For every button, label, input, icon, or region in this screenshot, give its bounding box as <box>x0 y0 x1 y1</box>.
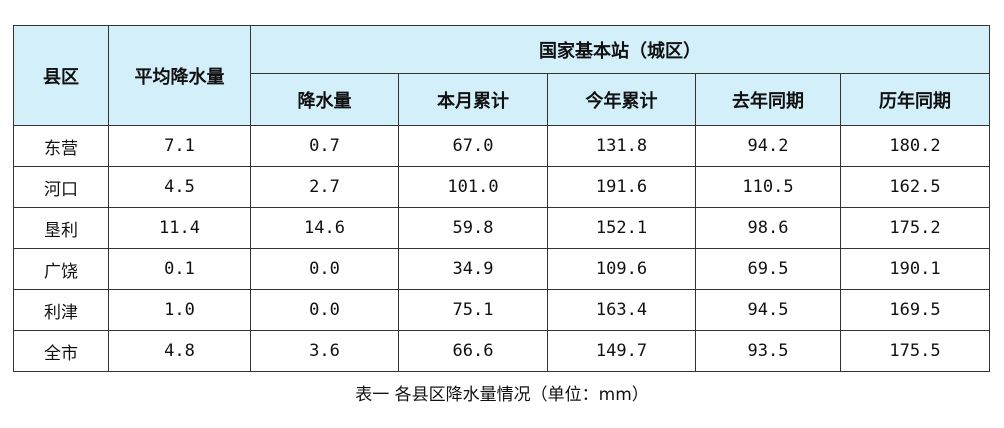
header-cell: 去年同期 <box>695 73 841 126</box>
header-row: 县区 平均降水量 国家基本站（城区） <box>13 25 991 126</box>
table-cell: 14.6 <box>250 207 399 249</box>
table-cell: 0.0 <box>250 289 399 331</box>
table-cell: 69.5 <box>695 248 841 290</box>
table-row: 垦利 11.4 14.6 59.8 152.1 98.6 175.2 <box>13 207 991 249</box>
table-body: 东营 7.1 0.7 67.0 131.8 94.2 180.2 河口 4.5 2.7 101.0 1… <box>13 125 991 372</box>
table-cell: 67.0 <box>398 125 548 167</box>
table-cell: 191.6 <box>547 166 696 208</box>
table-cell: 利津 <box>13 289 109 331</box>
table-cell: 全市 <box>13 330 109 372</box>
table-row: 全市 4.8 3.6 66.6 149.7 93.5 175.5 <box>13 330 991 372</box>
table-cell: 66.6 <box>398 330 548 372</box>
header-cell: 平均降水量 <box>108 25 251 126</box>
header-cell: 历年同期 <box>839 73 991 126</box>
table-cell: 175.2 <box>839 207 991 249</box>
table-cell: 180.2 <box>839 125 991 167</box>
table-cell: 131.8 <box>547 125 696 167</box>
table-cell: 河口 <box>13 166 109 208</box>
header-cell: 国家基本站（城区） <box>249 25 991 74</box>
table-cell: 175.5 <box>839 330 991 372</box>
table-cell: 152.1 <box>547 207 696 249</box>
table-cell: 163.4 <box>547 289 696 331</box>
table-cell: 广饶 <box>13 248 109 290</box>
table-cell: 169.5 <box>839 289 991 331</box>
table-cell: 59.8 <box>398 207 548 249</box>
table-cell: 34.9 <box>398 248 548 290</box>
table-header: 县区 平均降水量 国家基本站（城区） 降水量 本月累计 今年累计 去年同期 历年同期 <box>13 25 991 126</box>
table-cell: 垦利 <box>13 207 109 249</box>
table-cell: 2.7 <box>250 166 399 208</box>
table-cell: 94.5 <box>695 289 841 331</box>
table-row: 利津 1.0 0.0 75.1 163.4 94.5 169.5 <box>13 289 991 331</box>
table-row: 广饶 0.1 0.0 34.9 109.6 69.5 190.1 <box>13 248 991 290</box>
header-cell: 本月累计 <box>398 73 548 126</box>
table-cell: 0.1 <box>108 248 251 290</box>
table-caption: 表一 各县区降水量情况（单位：mm） <box>355 385 649 405</box>
table-cell: 4.8 <box>108 330 251 372</box>
rainfall-table: 县区 平均降水量 国家基本站（城区） 降水量 本月累计 今年累计 去年同期 历年同期 东… <box>13 25 991 372</box>
table-row: 河口 4.5 2.7 101.0 191.6 110.5 162.5 <box>13 166 991 208</box>
table-cell: 98.6 <box>695 207 841 249</box>
table-cell: 7.1 <box>108 125 251 167</box>
header-cell: 今年累计 <box>547 73 696 126</box>
header-cell: 县区 <box>13 25 109 126</box>
table-cell: 1.0 <box>108 289 251 331</box>
table-cell: 93.5 <box>695 330 841 372</box>
table-cell: 4.5 <box>108 166 251 208</box>
header-row: 降水量 本月累计 今年累计 去年同期 历年同期 <box>14 73 991 126</box>
table-cell: 190.1 <box>839 248 991 290</box>
table-cell: 110.5 <box>695 166 841 208</box>
table-cell: 109.6 <box>547 248 696 290</box>
table-cell: 3.6 <box>250 330 399 372</box>
table-cell: 东营 <box>13 125 109 167</box>
table-cell: 0.7 <box>250 125 399 167</box>
table-cell: 94.2 <box>695 125 841 167</box>
table-cell: 0.0 <box>250 248 399 290</box>
header-cell: 降水量 <box>250 73 399 126</box>
table-cell: 11.4 <box>108 207 251 249</box>
table-cell: 162.5 <box>839 166 991 208</box>
table-row: 东营 7.1 0.7 67.0 131.8 94.2 180.2 <box>13 125 991 167</box>
table-cell: 75.1 <box>398 289 548 331</box>
table-cell: 149.7 <box>547 330 696 372</box>
table-cell: 101.0 <box>398 166 548 208</box>
